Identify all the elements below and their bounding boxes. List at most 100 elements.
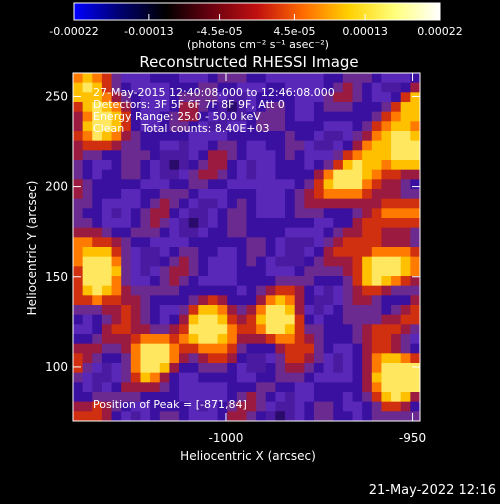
heatmap-cell <box>410 150 420 161</box>
heatmap-cell <box>92 247 103 258</box>
heatmap-cell <box>198 363 209 374</box>
heatmap-cell <box>92 169 103 180</box>
heatmap-cell <box>227 276 238 287</box>
heatmap-cell <box>371 256 383 267</box>
heatmap-cell <box>101 131 113 142</box>
heatmap-cell <box>246 266 257 277</box>
heatmap-cell <box>111 237 122 248</box>
heatmap-cell <box>265 179 277 190</box>
heatmap-cell <box>304 227 315 238</box>
heatmap-cell <box>410 392 420 403</box>
heatmap-cell <box>381 343 392 354</box>
heatmap-cell <box>73 189 84 200</box>
heatmap-cell <box>275 382 286 393</box>
heatmap-cell <box>333 372 344 383</box>
heatmap-cell <box>246 169 257 180</box>
heatmap-cell <box>304 247 315 258</box>
heatmap-cell <box>333 140 344 151</box>
heatmap-cell <box>362 314 373 325</box>
heatmap-cell <box>400 150 411 161</box>
heatmap-cell <box>313 334 325 345</box>
heatmap-cell <box>342 237 354 248</box>
heatmap-cell <box>381 353 392 364</box>
heatmap-cell <box>381 218 392 229</box>
heatmap-cell <box>140 343 151 354</box>
heatmap-cell <box>275 411 286 421</box>
heatmap-cell <box>342 314 354 325</box>
heatmap-cell <box>159 179 170 190</box>
heatmap-cell <box>313 140 325 151</box>
heatmap-cell <box>73 305 84 316</box>
heatmap-cell <box>92 92 103 103</box>
heatmap-cell <box>207 150 219 161</box>
heatmap-cell <box>294 169 305 180</box>
heatmap-cell <box>410 276 420 287</box>
heatmap-cell <box>371 169 383 180</box>
heatmap-cell <box>285 150 296 161</box>
heatmap-cell <box>275 401 286 412</box>
heatmap-cell <box>400 208 411 219</box>
heatmap-cell <box>121 169 132 180</box>
heatmap-cell <box>92 179 103 190</box>
heatmap-cell <box>159 111 170 122</box>
heatmap-cell <box>275 285 286 296</box>
heatmap-cell <box>333 82 344 93</box>
heatmap-cell <box>73 179 84 190</box>
heatmap-cell <box>82 102 93 113</box>
heatmap-cell <box>285 102 296 113</box>
heatmap-cell <box>92 121 103 132</box>
heatmap-cell <box>236 382 248 393</box>
heatmap-cell <box>188 363 199 374</box>
heatmap-cell <box>265 401 277 412</box>
heatmap-cell <box>304 343 315 354</box>
heatmap-cell <box>391 131 402 142</box>
heatmap-cell <box>256 198 267 209</box>
heatmap-cell <box>73 324 84 335</box>
heatmap-cell <box>285 189 296 200</box>
heatmap-cell <box>342 363 354 374</box>
heatmap-cell <box>217 150 228 161</box>
heatmap-cell <box>323 208 334 219</box>
heatmap-cell <box>304 266 315 277</box>
heatmap-cell <box>285 363 296 374</box>
colorbar-tick-label: -0.00013 <box>124 25 173 38</box>
heatmap-cell <box>159 160 170 171</box>
heatmap-cell <box>159 285 170 296</box>
heatmap-cell <box>285 227 296 238</box>
heatmap-cell <box>227 198 238 209</box>
heatmap-cell <box>391 227 402 238</box>
heatmap-cell <box>313 179 325 190</box>
heatmap-cell <box>159 247 170 258</box>
heatmap-cell <box>207 305 219 316</box>
heatmap-cell <box>92 227 103 238</box>
heatmap-cell <box>101 82 113 93</box>
heatmap-cell <box>352 111 363 122</box>
heatmap-cell <box>304 295 315 306</box>
heatmap-cell <box>121 372 132 383</box>
heatmap-cell <box>217 401 228 412</box>
heatmap-cell <box>169 363 180 374</box>
heatmap-cell <box>73 82 84 93</box>
heatmap-cell <box>217 102 228 113</box>
heatmap-cell <box>304 131 315 142</box>
heatmap-cell <box>285 392 296 403</box>
heatmap-cell <box>236 111 248 122</box>
heatmap-cell <box>391 392 402 403</box>
heatmap-cell <box>323 266 334 277</box>
heatmap-cell <box>410 131 420 142</box>
heatmap-cell <box>275 363 286 374</box>
heatmap-cell <box>198 353 209 364</box>
heatmap-cell <box>256 189 267 200</box>
heatmap-cell <box>140 256 151 267</box>
heatmap-cell <box>111 111 122 122</box>
heatmap-cell <box>73 73 84 84</box>
heatmap-cell <box>140 276 151 287</box>
heatmap-cell <box>275 140 286 151</box>
heatmap-cell <box>111 285 122 296</box>
heatmap-cell <box>121 218 132 229</box>
heatmap-cell <box>121 92 132 103</box>
heatmap-cell <box>265 198 277 209</box>
heatmap-cell <box>207 363 219 374</box>
x-axis-label: Heliocentric X (arcsec) <box>180 449 316 463</box>
heatmap-cell <box>391 285 402 296</box>
